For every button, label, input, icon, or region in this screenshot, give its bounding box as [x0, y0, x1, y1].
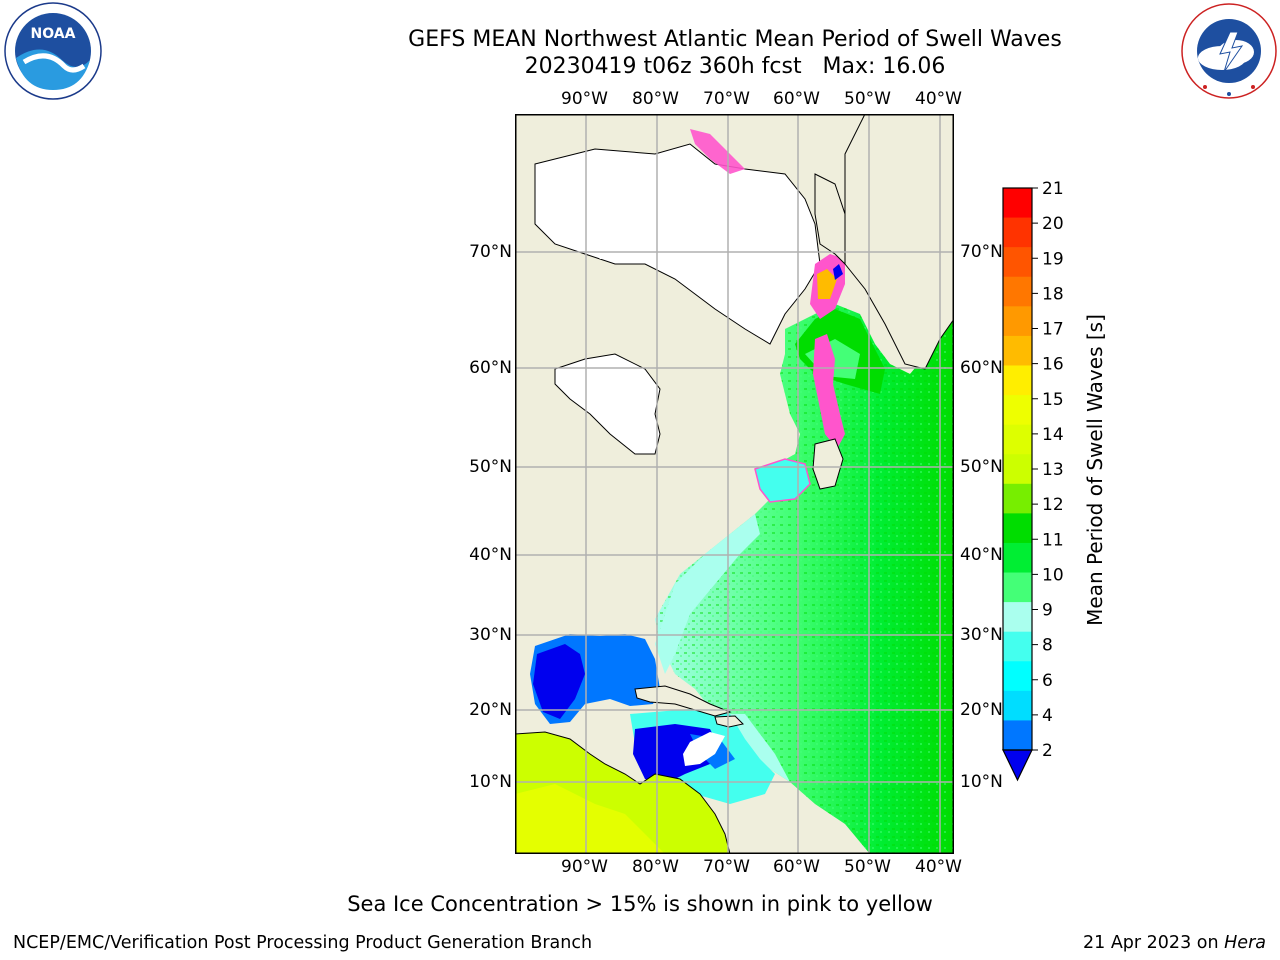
colorbar-tick-label: 17	[1042, 320, 1064, 340]
lat-label-left-30n: 30°N	[469, 625, 512, 645]
colorbar-segment	[1003, 542, 1032, 574]
colorbar-tick-label: 10	[1042, 565, 1064, 585]
colorbar-segment	[1003, 217, 1032, 248]
colorbar-tick-label: 9	[1042, 601, 1053, 621]
swell-period-map	[515, 114, 954, 854]
colorbar-tick-label: 6	[1042, 671, 1053, 691]
colorbar-segment	[1003, 306, 1032, 337]
noaa-logo-text: NOAA	[31, 26, 76, 42]
colorbar: 21 20 19 18 17 16 15 14 13 12 11 10 9 8 6 4 2 Mean Perio…	[1002, 180, 1107, 782]
lon-label-bottom-60w: 60°W	[773, 857, 820, 877]
footer-date: 21 Apr 2023 on	[1083, 933, 1225, 953]
arctic-archipelago-ice	[534, 143, 821, 345]
colorbar-segment	[1003, 395, 1032, 426]
colorbar-segment	[1003, 276, 1032, 307]
footer-host: Hera	[1224, 933, 1266, 953]
colorbar-segment	[1003, 424, 1032, 455]
lat-label-right-50n: 50°N	[960, 457, 1003, 477]
lat-label-right-10n: 10°N	[960, 772, 1003, 792]
nws-logo-icon	[1181, 3, 1277, 99]
map-border	[515, 114, 954, 854]
colorbar-extend-triangle	[1002, 749, 1033, 782]
chart-title: GEFS MEAN Northwest Atlantic Mean Period…	[408, 27, 1062, 52]
latitude-gridlines	[515, 251, 954, 783]
cuba	[634, 685, 732, 717]
colorbar-label: Mean Period of Swell Waves [s]	[1083, 314, 1107, 626]
colorbar-segment	[1003, 631, 1032, 662]
lat-label-left-60n: 60°N	[469, 358, 512, 378]
lat-label-left-50n: 50°N	[469, 457, 512, 477]
chart-subtitle: 20230419 t06z 360h fcst Max: 16.06	[524, 54, 946, 79]
lon-label-top-50w: 50°W	[844, 89, 891, 109]
colorbar-tick-label: 14	[1042, 425, 1064, 445]
colorbar-tick-label: 12	[1042, 495, 1064, 515]
colorbar-tick-label: 19	[1042, 249, 1064, 269]
coastal-cyan-band	[655, 514, 760, 674]
lat-label-right-40n: 40°N	[960, 545, 1003, 565]
lon-label-top-90w: 90°W	[561, 89, 608, 109]
hispaniola	[714, 715, 745, 728]
colorbar-tick-label: 2	[1042, 741, 1053, 761]
colorbar-segment	[1003, 188, 1032, 219]
colorbar-tick-label: 11	[1042, 530, 1064, 550]
colorbar-segment	[1003, 513, 1032, 544]
colorbar-ticks: 21 20 19 18 17 16 15 14 13 12 11 10 9 8 6 4 2	[1032, 180, 1064, 761]
lat-label-right-30n: 30°N	[960, 625, 1003, 645]
lat-label-right-20n: 20°N	[960, 700, 1003, 720]
lat-label-left-20n: 20°N	[469, 700, 512, 720]
colorbar-segment	[1003, 483, 1032, 514]
newfoundland	[812, 438, 844, 490]
gulf-of-st-lawrence	[754, 458, 811, 503]
colorbar-segments	[1002, 188, 1033, 782]
lon-label-top-70w: 70°W	[703, 89, 750, 109]
footer-branch: NCEP/EMC/Verification Post Processing Pr…	[13, 933, 593, 953]
colorbar-segment	[1003, 335, 1032, 366]
lat-label-left-40n: 40°N	[469, 545, 512, 565]
colorbar-tick-label: 18	[1042, 284, 1064, 304]
colorbar-segment	[1003, 661, 1032, 692]
colorbar-tick-label: 8	[1042, 636, 1053, 656]
colorbar-tick-label: 21	[1042, 180, 1064, 199]
colorbar-tick-label: 4	[1042, 706, 1053, 726]
noaa-logo-icon: NOAA	[4, 2, 102, 100]
lon-label-top-40w: 40°W	[915, 89, 962, 109]
lon-label-bottom-90w: 90°W	[561, 857, 608, 877]
sea-ice-caption: Sea Ice Concentration > 15% is shown in …	[347, 892, 933, 916]
colorbar-tick-label: 15	[1042, 390, 1064, 410]
lon-label-bottom-40w: 40°W	[915, 857, 962, 877]
colorbar-segment	[1003, 602, 1032, 633]
lon-label-bottom-50w: 50°W	[844, 857, 891, 877]
colorbar-segment	[1003, 365, 1032, 396]
colorbar-segment	[1003, 720, 1032, 751]
lon-label-top-60w: 60°W	[773, 89, 820, 109]
colorbar-segment	[1003, 690, 1032, 721]
lon-label-top-80w: 80°W	[632, 89, 679, 109]
colorbar-tick-label: 13	[1042, 460, 1064, 480]
lat-label-left-70n: 70°N	[469, 242, 512, 262]
lat-label-right-70n: 70°N	[960, 242, 1003, 262]
colorbar-segment	[1003, 454, 1032, 485]
longitude-gridlines	[585, 114, 941, 854]
sea-ice-baffin	[690, 129, 745, 174]
lat-label-left-10n: 10°N	[469, 772, 512, 792]
colorbar-segment	[1003, 572, 1032, 603]
colorbar-segment	[1003, 247, 1032, 278]
lon-label-bottom-70w: 70°W	[703, 857, 750, 877]
lat-label-right-60n: 60°N	[960, 358, 1003, 378]
colorbar-tick-label: 16	[1042, 355, 1064, 375]
lon-label-bottom-80w: 80°W	[632, 857, 679, 877]
footer-date-host: 21 Apr 2023 on Hera	[1083, 932, 1266, 954]
colorbar-tick-label: 20	[1042, 214, 1064, 234]
